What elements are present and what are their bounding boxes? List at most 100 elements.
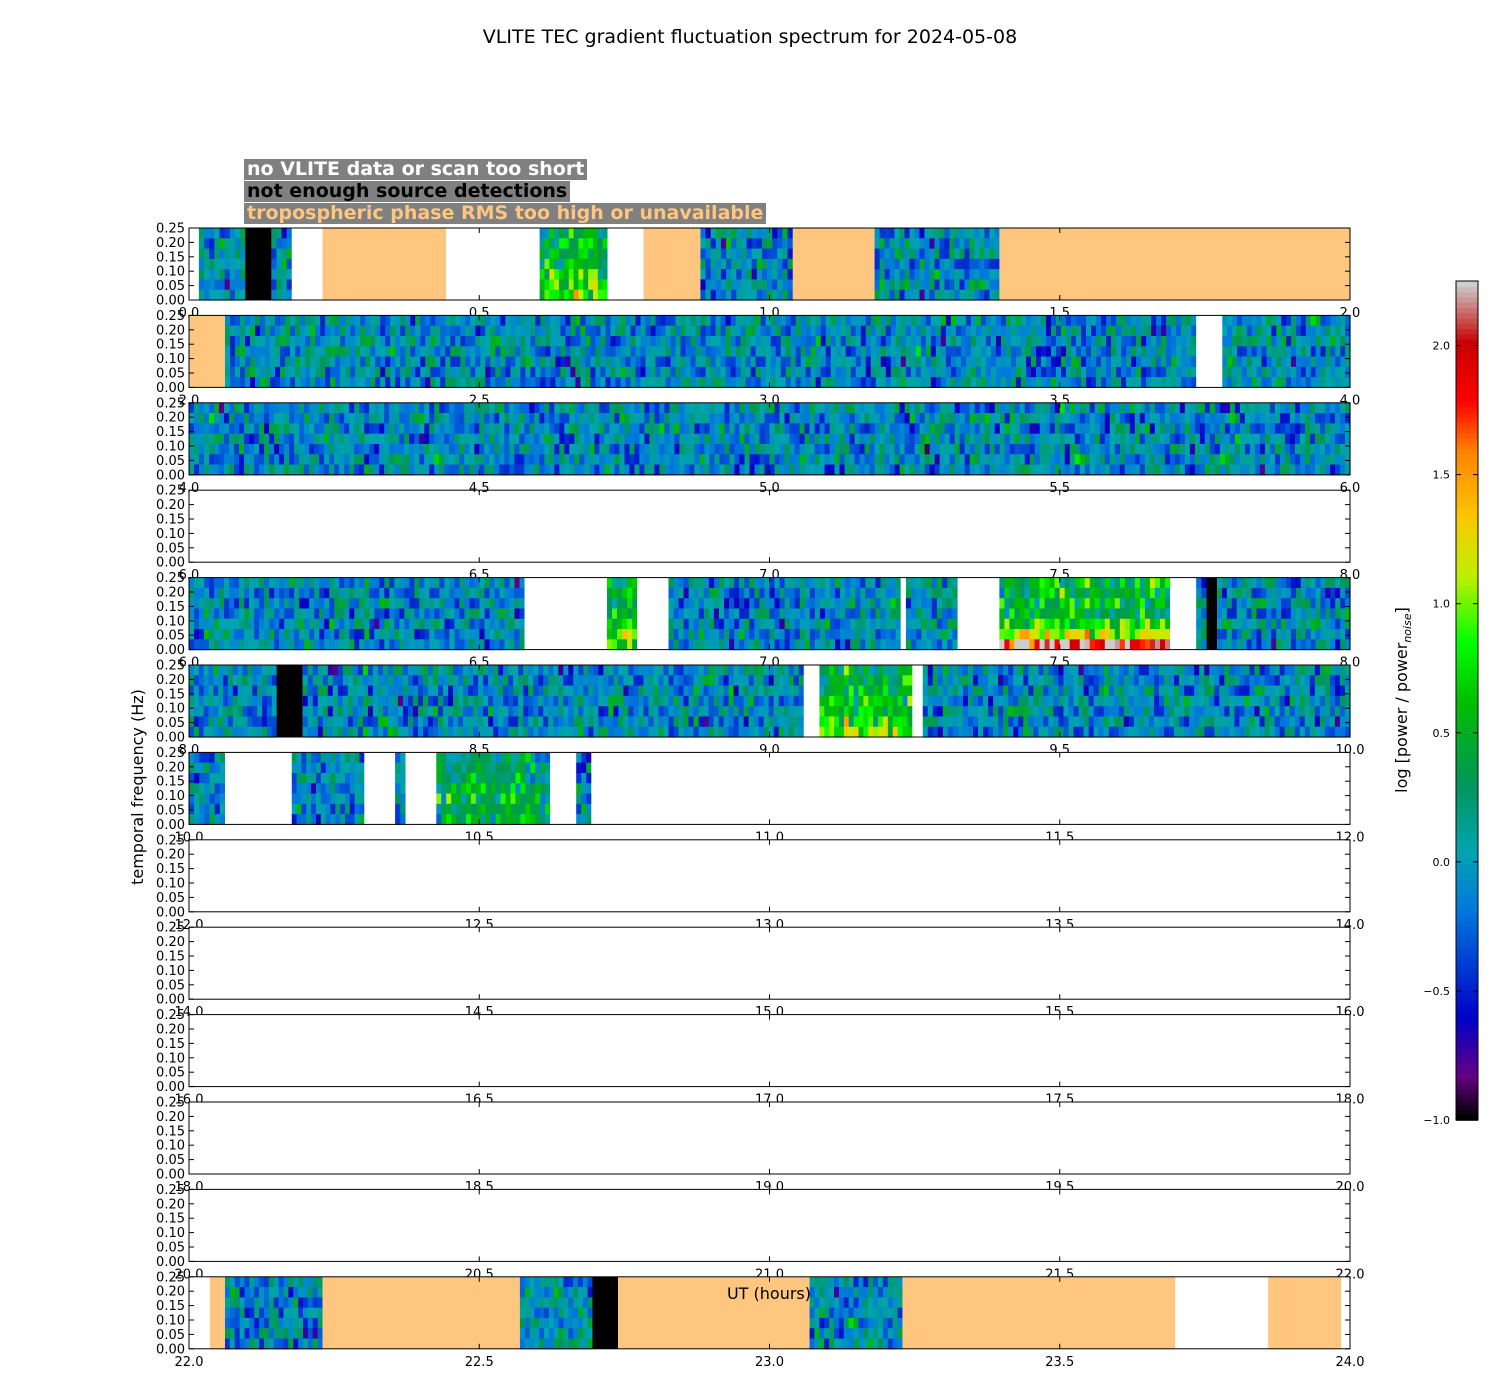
spectrum-cell xyxy=(959,402,966,414)
spectrum-cell xyxy=(855,377,862,388)
spectrum-cell xyxy=(1015,356,1022,368)
spectrum-cell xyxy=(1181,366,1187,378)
spectrum-cell xyxy=(784,423,791,435)
spectrum-cell xyxy=(519,608,526,620)
spectrum-cell xyxy=(404,629,410,640)
spectrum-cell xyxy=(790,346,797,358)
spectrum-cell xyxy=(495,346,501,358)
spectrum-cell xyxy=(1089,413,1096,424)
spectrum-cell xyxy=(965,356,972,368)
spectrum-cell xyxy=(384,464,390,476)
spectrum-cell xyxy=(309,629,315,640)
spectrum-cell xyxy=(1054,413,1061,424)
spectrum-cell xyxy=(1109,639,1116,651)
spectrum-cell xyxy=(990,315,997,327)
spectrum-cell xyxy=(774,629,781,640)
spectrum-cell xyxy=(979,228,986,239)
spectrum-cell xyxy=(690,356,697,368)
y-tick-label: 0.15 xyxy=(156,250,185,265)
spectrum-cell xyxy=(229,356,236,368)
spectrum-cell xyxy=(870,608,877,620)
spectrum-cell xyxy=(494,577,501,589)
segment-data xyxy=(606,577,638,651)
spectrum-cell xyxy=(286,269,293,281)
spectrum-cell xyxy=(714,443,721,455)
spectrum-cell xyxy=(444,423,450,435)
spectrum-cell xyxy=(719,413,726,424)
spectrum-cell xyxy=(990,335,997,347)
spectrum-cell xyxy=(854,443,861,455)
spectrum-cell xyxy=(739,423,746,435)
spectrum-cell xyxy=(769,413,776,424)
spectrum-cell xyxy=(384,608,390,620)
spectrum-cell xyxy=(539,454,545,466)
spectrum-cell xyxy=(369,629,375,640)
spectrum-cell xyxy=(570,377,577,388)
spectrum-cell xyxy=(805,325,812,337)
spectrum-cell xyxy=(688,629,695,640)
spectrum-cell xyxy=(224,423,230,435)
spectrum-cell xyxy=(689,454,696,466)
spectrum-cell xyxy=(1015,315,1022,327)
spectrum-cell xyxy=(1025,377,1032,388)
spectrum-cell xyxy=(805,315,812,327)
spectrum-cell xyxy=(1074,454,1081,466)
spectrum-cell xyxy=(955,377,962,388)
spectrum-cell xyxy=(204,269,210,281)
spectrum-cell xyxy=(755,356,762,368)
spectrum-cell xyxy=(405,366,411,378)
spectrum-cell xyxy=(845,639,851,651)
spectrum-cell xyxy=(249,618,255,630)
spectrum-cell xyxy=(579,443,585,455)
spectrum-cell xyxy=(900,356,907,368)
spectrum-cell xyxy=(1049,433,1056,445)
spectrum-cell xyxy=(880,587,887,599)
spectrum-cell xyxy=(409,464,415,476)
spectrum-cell xyxy=(815,325,822,337)
spectrum-cell xyxy=(214,443,220,455)
spectrum-cell xyxy=(780,315,787,327)
spectrum-cell xyxy=(749,454,756,466)
spectrum-cell xyxy=(1039,608,1046,620)
spectrum-cell xyxy=(434,423,440,435)
spectrum-cell xyxy=(459,598,466,610)
spectrum-cell xyxy=(565,315,572,327)
spectrum-cell xyxy=(399,608,405,620)
spectrum-cell xyxy=(510,335,516,347)
spectrum-cell xyxy=(260,346,266,358)
spectrum-cell xyxy=(664,402,671,414)
spectrum-cell xyxy=(800,377,807,388)
spectrum-cell xyxy=(554,248,560,260)
spectrum-cell xyxy=(324,402,330,414)
spectrum-cell xyxy=(700,346,707,358)
spectrum-cell xyxy=(1325,335,1331,347)
spectrum-cell xyxy=(479,423,485,435)
spectrum-cell xyxy=(619,423,625,435)
spectrum-cell xyxy=(1227,346,1233,358)
spectrum-cell xyxy=(324,413,330,424)
spectrum-cell xyxy=(1144,618,1151,630)
spectrum-cell xyxy=(1040,346,1047,358)
spectrum-cell xyxy=(1069,608,1076,620)
spectrum-cell xyxy=(1014,454,1021,466)
spectrum-cell xyxy=(389,587,395,599)
spectrum-cell xyxy=(464,433,470,445)
spectrum-cell xyxy=(950,356,957,368)
spectrum-cell xyxy=(198,238,205,250)
spectrum-cell xyxy=(1315,356,1322,368)
spectrum-cell xyxy=(370,325,376,337)
spectrum-cell xyxy=(964,413,971,424)
spectrum-cell xyxy=(669,454,676,466)
spectrum-cell xyxy=(1114,618,1121,630)
spectrum-cell xyxy=(480,366,486,378)
spectrum-cell xyxy=(865,366,872,378)
spectrum-cell xyxy=(809,464,816,476)
spectrum-cell xyxy=(1141,325,1147,337)
spectrum-cell xyxy=(470,377,476,388)
spectrum-cell xyxy=(339,639,345,651)
segment-data xyxy=(1196,577,1208,651)
spectrum-cell xyxy=(271,279,278,291)
spectrum-cell xyxy=(544,413,550,424)
spectrum-cell xyxy=(1076,346,1082,358)
spectrum-cell xyxy=(944,433,951,445)
